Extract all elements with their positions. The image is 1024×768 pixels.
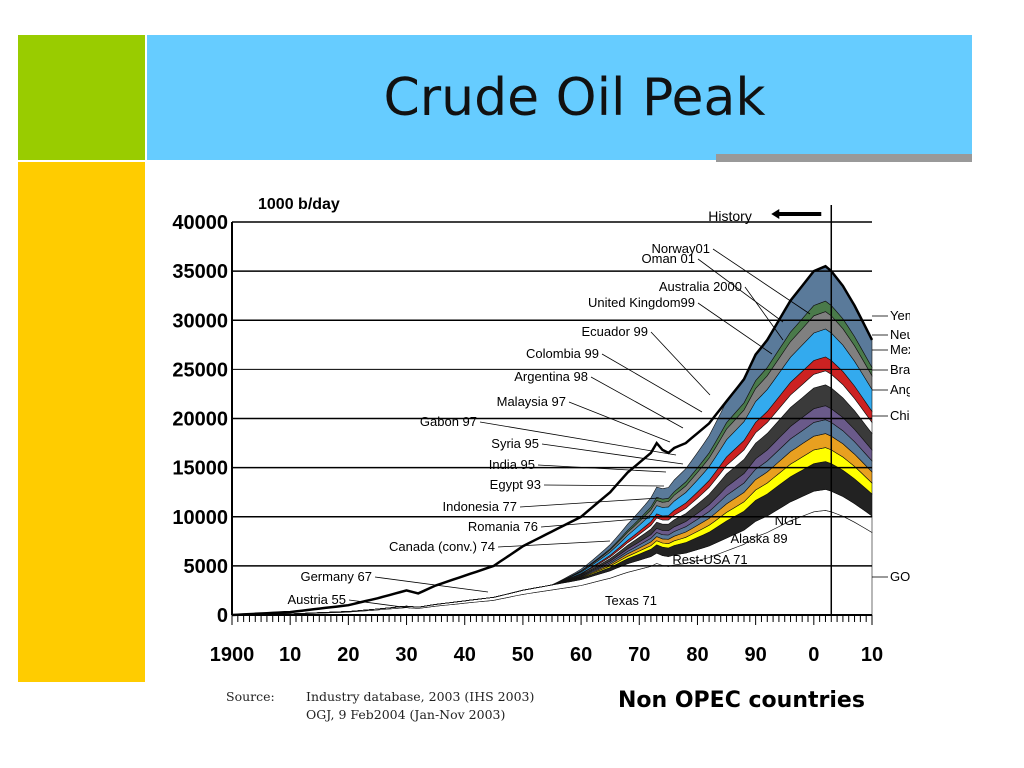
series-label-left: Argentina 98 [514, 369, 588, 384]
series-leader-line [543, 484, 665, 487]
y-tick-label: 10000 [172, 507, 228, 529]
x-tick-label: 0 [808, 644, 819, 666]
series-label-left: Austria 55 [287, 592, 346, 607]
series-leader-line [374, 576, 489, 593]
series-label-left: Indonesia 77 [443, 499, 517, 514]
x-tick-label: 40 [454, 644, 476, 666]
series-label-inner: Alaska 89 [730, 531, 787, 546]
series-label-inner: NGL [775, 513, 802, 528]
series-leader-line [348, 599, 411, 609]
left-accent-yellow [18, 162, 145, 682]
series-leader-line [541, 443, 684, 465]
series-label-left: Colombia 99 [526, 346, 599, 361]
series-label-left: Canada (conv.) 74 [389, 539, 495, 554]
series-label-right: Mexico [890, 342, 910, 357]
x-tick-label: 1900 [210, 644, 255, 666]
oil-production-chart: 0 5000 10000 15000 20000 25000 30000 35000 40000… [172, 196, 910, 666]
y-tick-label: 15000 [172, 458, 228, 480]
series-label-right: Brazil [890, 362, 910, 377]
x-tick-label: 50 [512, 644, 534, 666]
title-underline [716, 154, 972, 162]
source-line-2: OGJ, 9 Feb2004 (Jan-Nov 2003) [306, 707, 506, 722]
series-label-left: Ecuador 99 [582, 324, 649, 339]
series-leader-line [497, 540, 611, 548]
series-label-left: Romania 76 [468, 519, 538, 534]
series-label-right: Neutral Zone [890, 327, 910, 342]
total-production-line [231, 264, 874, 617]
series-leader-line [601, 353, 703, 413]
series-leader-line [697, 258, 784, 323]
series-label-left: Egypt 93 [490, 477, 541, 492]
series-label-left: Syria 95 [491, 436, 539, 451]
slide-title: Crude Oil Peak [383, 67, 766, 128]
series-leader-line [590, 376, 684, 429]
series-label-right: China [890, 408, 910, 423]
y-tick-label: 20000 [172, 409, 228, 431]
series-label-left: Norway01 [651, 241, 710, 256]
series-leader-line [519, 497, 660, 508]
series-label-left: United Kingdom99 [588, 295, 695, 310]
footer-note: Non OPEC countries [618, 688, 865, 713]
x-tick-label: 70 [628, 644, 650, 666]
series-label-left: India 95 [489, 457, 535, 472]
series-label-right: GOM [890, 569, 910, 584]
y-tick-label: 0 [217, 605, 228, 627]
series-label-left: Malaysia 97 [497, 394, 566, 409]
series-label-inner: Texas 71 [605, 593, 657, 608]
x-tick-label: 90 [745, 644, 767, 666]
series-label-left: Oman 01 [642, 251, 695, 266]
series-leader-line [537, 464, 667, 473]
x-tick-label: 10 [279, 644, 301, 666]
source-label: Source: [226, 689, 275, 704]
area-layer [231, 265, 873, 616]
x-tick-label: 10 [861, 644, 883, 666]
x-tick-label: 60 [570, 644, 592, 666]
history-label: History [708, 208, 752, 224]
x-tick-label: 30 [395, 644, 417, 666]
source-line-1: Industry database, 2003 (IHS 2003) [306, 689, 535, 704]
left-accent-green [18, 35, 145, 160]
x-tick-label: 80 [686, 644, 708, 666]
series-label-left: Gabon 97 [420, 414, 477, 429]
x-tick-label: 20 [337, 644, 359, 666]
series-leader-line [697, 302, 773, 355]
series-label-right: Angola [890, 382, 910, 397]
y-tick-label: 25000 [172, 359, 228, 381]
series-label-right: Yemen [890, 308, 910, 323]
series-leader-line [540, 517, 651, 528]
history-arrow [771, 209, 822, 219]
series-leader-line [479, 421, 677, 456]
y-tick-label: 40000 [172, 212, 228, 234]
series-leader-line [712, 248, 811, 315]
series-leader-line [568, 401, 671, 443]
title-bar: Crude Oil Peak [147, 35, 972, 160]
y-tick-label: 5000 [184, 556, 229, 578]
series-label-inner: Rest-USA 71 [672, 552, 747, 567]
series-label-left: Australia 2000 [659, 279, 742, 294]
series-label-left: Germany 67 [300, 569, 372, 584]
series-leader-line [650, 331, 711, 396]
y-tick-label: 30000 [172, 310, 228, 332]
series-leader-line [744, 286, 784, 341]
y-tick-label: 35000 [172, 261, 228, 283]
y-axis-label: 1000 b/day [258, 196, 340, 213]
